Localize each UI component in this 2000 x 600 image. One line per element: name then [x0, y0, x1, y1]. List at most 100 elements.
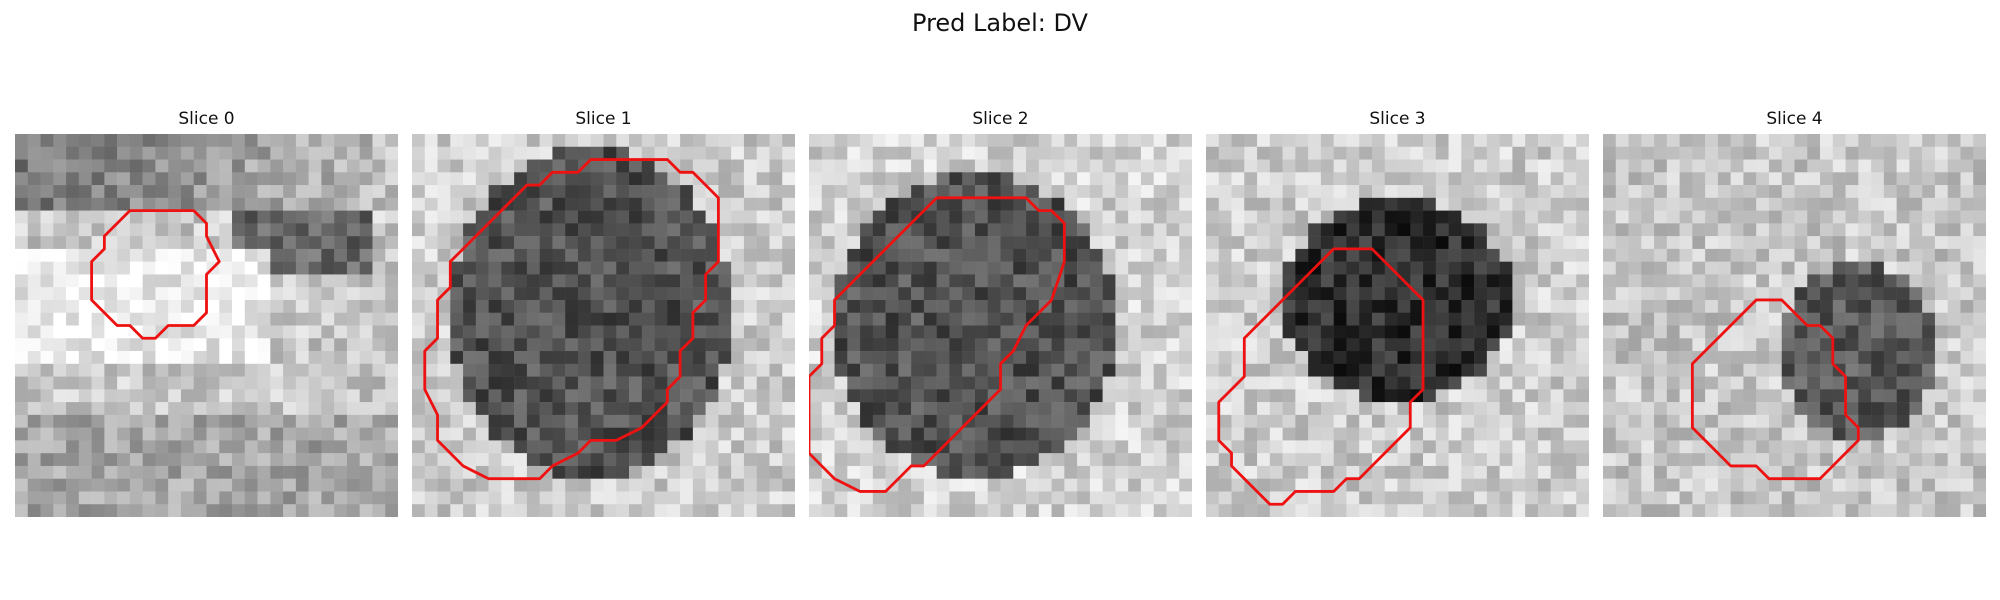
pixel [117, 172, 131, 186]
pixel [1692, 389, 1706, 403]
pixel [923, 440, 937, 454]
pixel [552, 376, 566, 390]
pixel [1525, 440, 1539, 454]
pixel [705, 338, 719, 352]
pixel [142, 261, 156, 275]
pixel [1359, 172, 1373, 186]
pixel [1794, 465, 1808, 479]
pixel [1934, 312, 1948, 326]
pixel [104, 427, 118, 441]
pixel [603, 236, 617, 250]
pixel [847, 248, 861, 262]
pixel [155, 197, 169, 211]
pixel [731, 402, 745, 416]
pixel [1628, 338, 1642, 352]
pixel [1371, 274, 1385, 288]
pixel [372, 325, 386, 339]
pixel [424, 504, 438, 517]
pixel [1666, 338, 1680, 352]
pixel [1282, 134, 1296, 148]
pixel [1051, 491, 1065, 505]
pixel [270, 427, 284, 441]
pixel [1832, 248, 1846, 262]
pixel [1717, 427, 1731, 441]
pixel [847, 427, 861, 441]
pixel [756, 376, 770, 390]
pixel [1397, 453, 1411, 467]
pixel [641, 478, 655, 492]
pixel [1705, 312, 1719, 326]
pixel [488, 261, 502, 275]
pixel [359, 402, 373, 416]
pixel [860, 236, 874, 250]
pixel [1115, 197, 1129, 211]
pixel [1820, 274, 1834, 288]
pixel [1768, 223, 1782, 237]
pixel [809, 465, 823, 479]
pixel [1525, 376, 1539, 390]
pixel [1448, 402, 1462, 416]
pixel [1960, 146, 1974, 160]
pixel [501, 504, 515, 517]
pixel [1140, 172, 1154, 186]
pixel [295, 287, 309, 301]
pixel [1717, 287, 1731, 301]
pixel [1512, 185, 1526, 199]
pixel [1179, 134, 1192, 148]
pixel [385, 134, 398, 148]
pixel [654, 363, 668, 377]
pixel [654, 172, 668, 186]
pixel [1832, 338, 1846, 352]
pixel [1743, 274, 1757, 288]
pixel [1102, 261, 1116, 275]
pixel [1615, 325, 1629, 339]
pixel [1730, 210, 1744, 224]
pixel [1807, 236, 1821, 250]
pixel [346, 134, 360, 148]
pixel [616, 236, 630, 250]
pixel [1512, 261, 1526, 275]
pixel [1883, 478, 1897, 492]
pixel [1692, 414, 1706, 428]
pixel [667, 134, 681, 148]
pixel [1308, 299, 1322, 313]
pixel [501, 440, 515, 454]
pixel [1922, 274, 1936, 288]
pixel [1064, 453, 1078, 467]
pixel [1244, 440, 1258, 454]
pixel [1960, 223, 1974, 237]
pixel [450, 274, 464, 288]
pixel [1692, 172, 1706, 186]
pixel [756, 389, 770, 403]
pixel [641, 465, 655, 479]
pixel [898, 236, 912, 250]
pixel [1179, 325, 1192, 339]
pixel [1499, 172, 1513, 186]
pixel [1371, 376, 1385, 390]
pixel [782, 376, 795, 390]
pixel [718, 363, 732, 377]
pixel [1922, 197, 1936, 211]
pixel [1550, 427, 1564, 441]
pixel [1244, 453, 1258, 467]
pixel [359, 427, 373, 441]
pixel [1295, 465, 1309, 479]
pixel [1257, 504, 1271, 517]
pixel [1435, 478, 1449, 492]
pixel [949, 491, 963, 505]
pixel [731, 325, 745, 339]
pixel [450, 504, 464, 517]
pixel [1845, 389, 1859, 403]
pixel [412, 427, 426, 441]
pixel [40, 440, 54, 454]
pixel [1474, 402, 1488, 416]
pixel [1550, 236, 1564, 250]
pixel [1384, 453, 1398, 467]
pixel [514, 440, 528, 454]
pixel [603, 440, 617, 454]
pixel [450, 363, 464, 377]
pixel [1934, 223, 1948, 237]
pixel [1730, 376, 1744, 390]
pixel [1537, 223, 1551, 237]
pixel [1871, 389, 1885, 403]
